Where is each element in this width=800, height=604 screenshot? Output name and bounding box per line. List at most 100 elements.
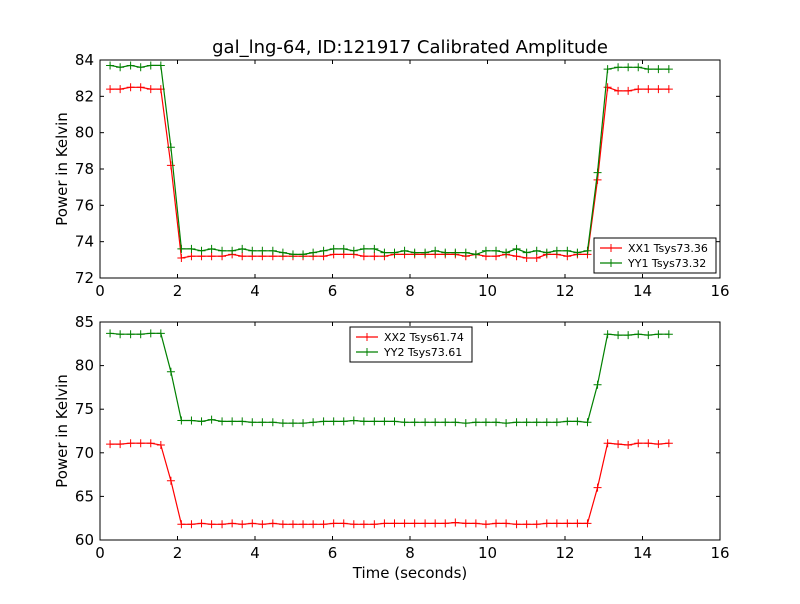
data-point [106, 61, 115, 70]
x-tick-label: 10 [478, 544, 497, 562]
data-point [268, 519, 277, 528]
data-point [359, 252, 368, 261]
data-point [451, 518, 460, 527]
data-point [106, 85, 115, 94]
data-point [177, 416, 186, 425]
data-point [634, 330, 643, 339]
data-point [492, 418, 501, 427]
data-point [339, 417, 348, 426]
data-point [106, 329, 115, 338]
data-point [431, 418, 440, 427]
data-point [228, 519, 237, 528]
data-point [136, 439, 145, 448]
data-point [278, 248, 287, 257]
data-point [603, 330, 612, 339]
data-point [573, 417, 582, 426]
data-point [116, 63, 125, 72]
data-point [400, 418, 409, 427]
data-point [614, 63, 623, 72]
data-point [502, 248, 511, 257]
data-point [644, 65, 653, 74]
data-point [481, 520, 490, 529]
data-point [126, 439, 135, 448]
chart-panel-1: 0 2 4 6 8 10 12 14 16 72 74 76 78 80 82 84 Power in Kelv… [53, 51, 730, 300]
x-axis-label: Time (seconds) [352, 564, 468, 582]
data-point [471, 250, 480, 259]
data-point [187, 244, 196, 253]
data-point [451, 418, 460, 427]
data-point [614, 86, 623, 95]
data-point [156, 61, 165, 70]
x-tick-label: 12 [555, 544, 574, 562]
data-point [644, 439, 653, 448]
y-tick-label: 60 [75, 531, 94, 549]
legend-marker [363, 348, 371, 356]
data-point [136, 330, 145, 339]
x-tick-label: 8 [405, 282, 415, 300]
data-point [197, 246, 206, 255]
data-point [593, 175, 602, 184]
data-point [664, 330, 673, 339]
data-point [522, 418, 531, 427]
data-point [106, 440, 115, 449]
data-point [461, 248, 470, 257]
x-tick-label: 16 [710, 282, 729, 300]
data-point [146, 61, 155, 70]
y-tick-label: 72 [75, 269, 94, 287]
data-point [268, 418, 277, 427]
data-point [603, 439, 612, 448]
legend-marker [607, 259, 615, 267]
data-point [309, 248, 318, 257]
data-point [258, 520, 267, 529]
data-point [349, 416, 358, 425]
y-axis-label: Power in Kelvin [53, 374, 71, 488]
data-point [278, 419, 287, 428]
data-point [238, 417, 247, 426]
data-point [228, 246, 237, 255]
x-tick-label: 16 [710, 544, 729, 562]
data-point [502, 519, 511, 528]
data-point [624, 440, 633, 449]
data-point [258, 246, 267, 255]
data-point [614, 440, 623, 449]
x-tick-label: 6 [328, 282, 338, 300]
data-point [166, 143, 175, 152]
data-point [278, 520, 287, 529]
legend: XX1 Tsys73.36 YY1 Tsys73.32 [593, 237, 717, 274]
legend-entry-label: XX2 Tsys61.74 [384, 331, 464, 344]
data-point [319, 246, 328, 255]
data-point [431, 246, 440, 255]
legend-entry-label: YY2 Tsys73.61 [383, 346, 462, 359]
x-tick-label: 2 [173, 282, 183, 300]
data-point [492, 246, 501, 255]
x-tick-label: 2 [173, 544, 183, 562]
data-point [370, 520, 379, 529]
data-point [349, 520, 358, 529]
data-point [309, 520, 318, 529]
data-point [339, 519, 348, 528]
legend: XX2 Tsys61.74 YY2 Tsys73.61 [349, 326, 473, 363]
data-point [512, 252, 521, 261]
data-point [288, 419, 297, 428]
data-point [481, 418, 490, 427]
data-point [299, 250, 308, 259]
data-point [248, 519, 257, 528]
data-point [207, 252, 216, 261]
y-tick-label: 75 [75, 400, 94, 418]
data-point [177, 254, 186, 263]
data-point [156, 440, 165, 449]
data-point [370, 244, 379, 253]
data-point [116, 330, 125, 339]
data-point [390, 519, 399, 528]
y-tick-label: 80 [75, 124, 94, 142]
data-point [380, 248, 389, 257]
data-point [573, 248, 582, 257]
data-point [299, 520, 308, 529]
y-tick-label: 65 [75, 487, 94, 505]
data-point [410, 519, 419, 528]
data-point [614, 331, 623, 340]
data-point [441, 418, 450, 427]
data-point [248, 246, 257, 255]
data-point [319, 417, 328, 426]
